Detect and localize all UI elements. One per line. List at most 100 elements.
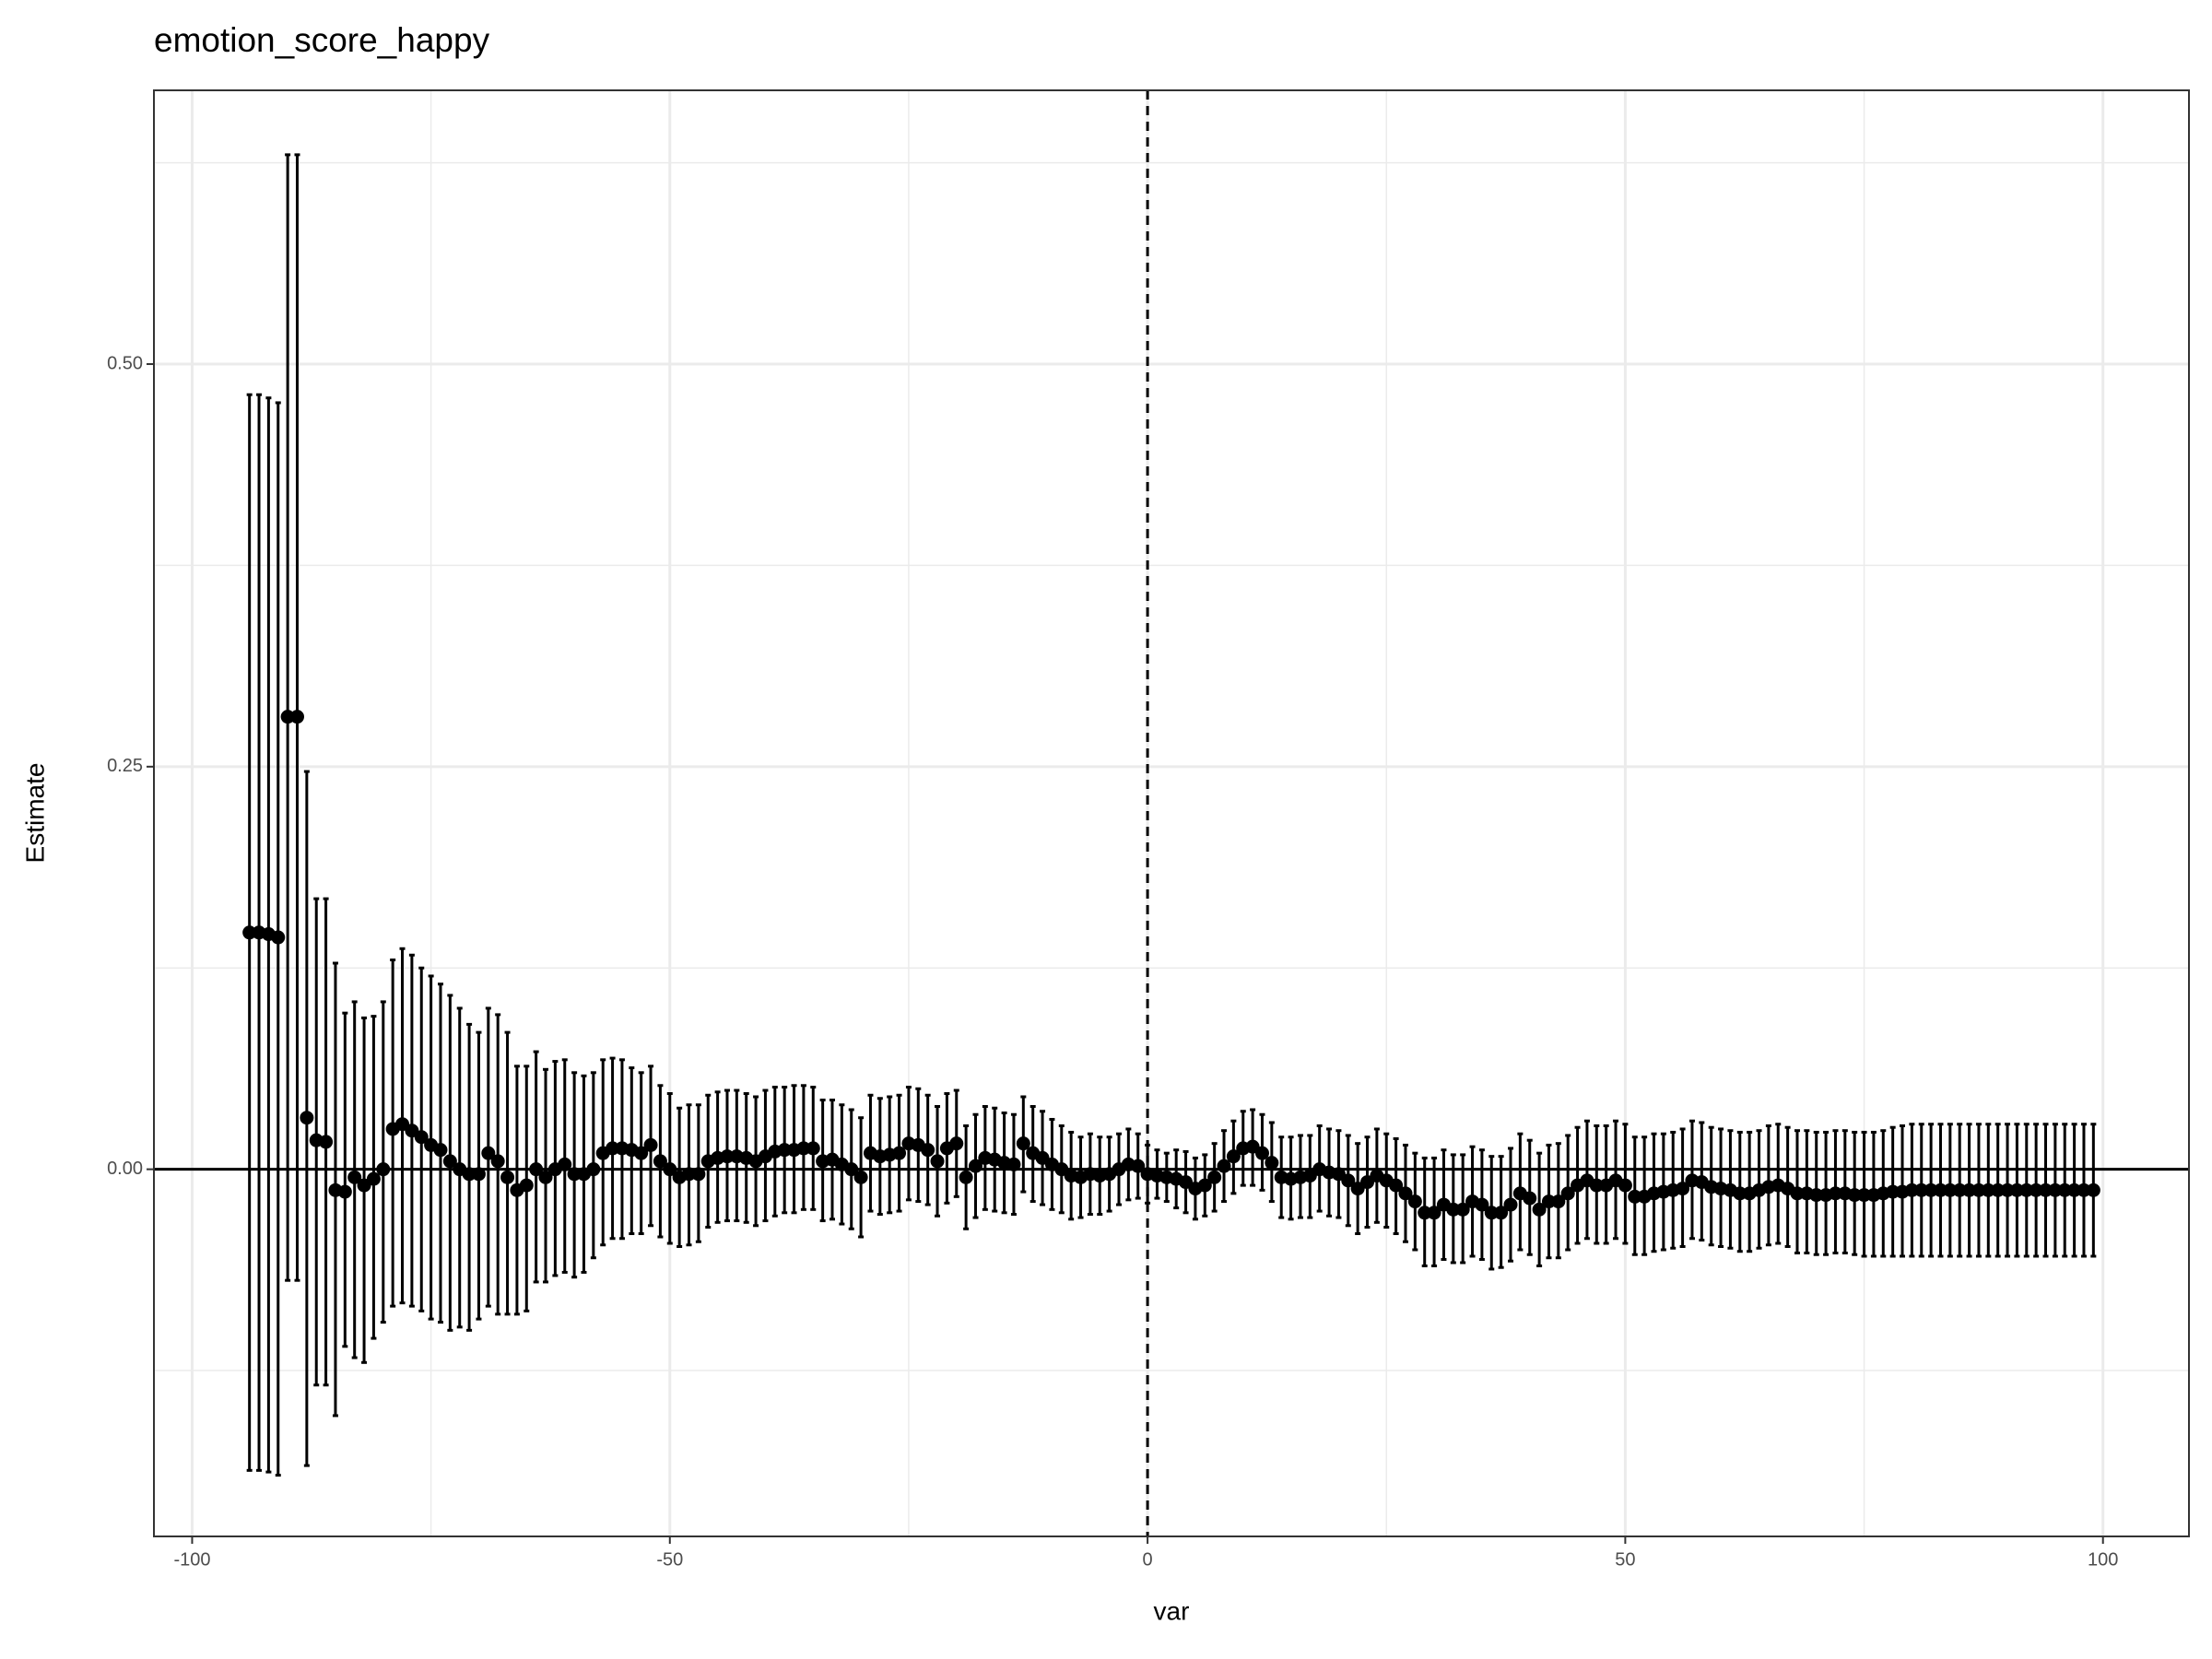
point [1991, 1182, 2006, 1197]
point [1971, 1182, 1986, 1197]
point [2029, 1182, 2043, 1197]
point [1933, 1182, 1947, 1197]
x-tick-label: 50 [1615, 1549, 1635, 1570]
x-tick-label: -100 [173, 1549, 210, 1570]
point [300, 1111, 314, 1125]
y-tick-label: 0.50 [107, 353, 143, 373]
point [529, 1162, 544, 1177]
point [634, 1146, 649, 1160]
panel-border [153, 89, 2190, 1537]
point [347, 1170, 362, 1184]
y-axis-title: Estimate [20, 763, 49, 864]
point [1809, 1188, 1824, 1203]
point [853, 1170, 868, 1184]
point [663, 1162, 677, 1177]
point [1523, 1191, 1537, 1206]
point [777, 1143, 792, 1158]
point [1446, 1202, 1461, 1217]
point [2009, 1182, 2024, 1197]
point [289, 710, 304, 724]
point [930, 1154, 945, 1169]
point [1407, 1194, 1422, 1209]
x-tick-label: 100 [2088, 1549, 2118, 1570]
point [2019, 1182, 2034, 1197]
point [1924, 1182, 1938, 1197]
point [959, 1170, 973, 1184]
chart-title: emotion_score_happy [154, 21, 490, 59]
point [1217, 1159, 1231, 1173]
point [1427, 1206, 1441, 1220]
point [1475, 1197, 1489, 1212]
point [538, 1170, 553, 1184]
point [968, 1159, 982, 1173]
point [1914, 1182, 1929, 1197]
point [1628, 1189, 1642, 1204]
point [2000, 1182, 2015, 1197]
point [1494, 1206, 1509, 1220]
point [1254, 1146, 1269, 1160]
x-tick-label: 0 [1143, 1549, 1153, 1570]
point [442, 1154, 457, 1169]
x-axis-title: var [1154, 1596, 1190, 1625]
point [606, 1141, 620, 1156]
point [1341, 1173, 1356, 1188]
point [1532, 1202, 1547, 1217]
point [2077, 1182, 2091, 1197]
point [1904, 1182, 1919, 1197]
point [1886, 1184, 1900, 1199]
point [1197, 1178, 1212, 1193]
point [653, 1154, 667, 1169]
point [567, 1167, 582, 1182]
point [1847, 1188, 1862, 1203]
point [1455, 1202, 1470, 1217]
point [921, 1143, 935, 1158]
y-tick-label: 0.00 [107, 1159, 143, 1179]
point [2048, 1182, 2063, 1197]
point [1857, 1188, 1872, 1203]
point [643, 1137, 658, 1152]
point [337, 1184, 352, 1199]
point [1226, 1149, 1241, 1164]
point [691, 1167, 706, 1182]
point [949, 1136, 964, 1151]
point [414, 1130, 429, 1145]
point [1006, 1157, 1021, 1171]
point [796, 1141, 811, 1156]
point [1484, 1206, 1499, 1220]
point [1418, 1206, 1432, 1220]
point [720, 1149, 735, 1164]
point [1131, 1159, 1146, 1173]
point [586, 1162, 601, 1177]
point [462, 1167, 477, 1182]
point [319, 1135, 334, 1149]
point [433, 1143, 448, 1158]
point [806, 1141, 820, 1156]
point [1589, 1178, 1604, 1193]
point [500, 1170, 515, 1184]
point [1943, 1182, 1958, 1197]
point [892, 1146, 907, 1160]
point [2067, 1182, 2082, 1197]
point [1398, 1186, 1413, 1201]
point [682, 1167, 697, 1182]
point [844, 1162, 859, 1177]
point [1560, 1186, 1575, 1201]
point [2086, 1182, 2100, 1197]
point [481, 1146, 496, 1160]
point [280, 710, 295, 724]
y-tick-label: 0.25 [107, 756, 143, 776]
point [490, 1154, 505, 1169]
point [242, 925, 257, 940]
point [1389, 1178, 1404, 1193]
point [1541, 1194, 1556, 1209]
point [1952, 1182, 1967, 1197]
point [1503, 1197, 1518, 1212]
point [1618, 1178, 1632, 1193]
point [1265, 1156, 1279, 1171]
point [1733, 1186, 1747, 1201]
point [1551, 1194, 1566, 1209]
point [271, 930, 286, 945]
